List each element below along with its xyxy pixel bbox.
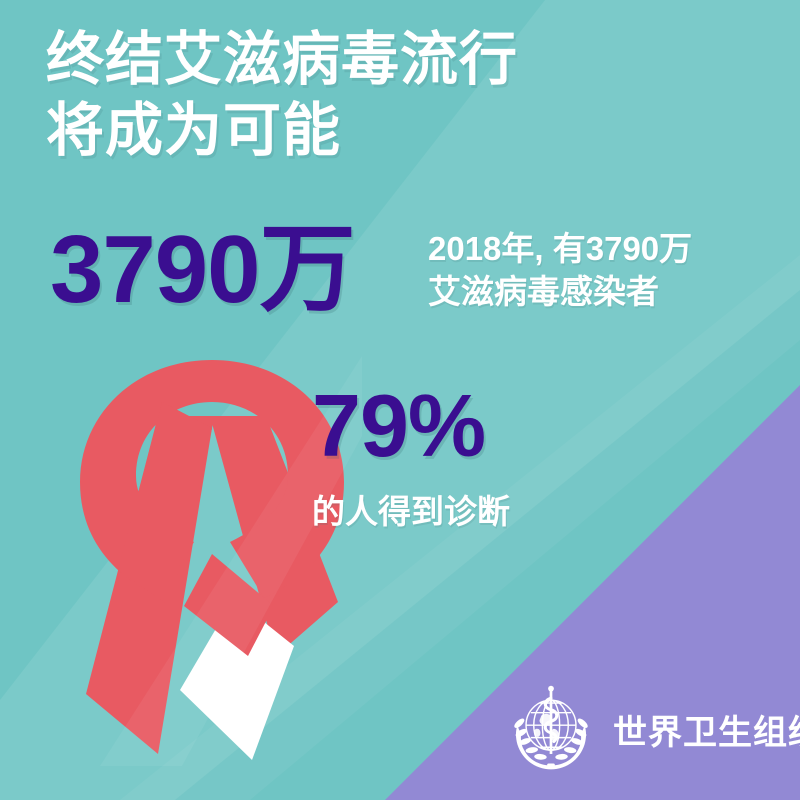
- headline-line-1: 终结艾滋病毒流行: [46, 27, 519, 92]
- aids-ribbon-icon: [62, 356, 362, 766]
- stat1-caption-line-1: 2018年, 有3790万: [428, 230, 693, 267]
- stat-caption-share-diagnosed: 的人得到诊断: [312, 493, 510, 530]
- stat-caption-people-living-with-hiv: 2018年, 有3790万 艾滋病毒感染者: [428, 228, 758, 314]
- stat1-caption-line-2: 艾滋病毒感染者: [428, 272, 659, 310]
- who-emblem-icon: [503, 681, 599, 777]
- organization-name: 世界卫生组织: [613, 713, 800, 752]
- page-title: 终结艾滋病毒流行 将成为可能: [46, 24, 666, 167]
- who-branding: 世界卫生组织: [503, 681, 800, 777]
- stat-value-share-diagnosed: 79%: [312, 376, 486, 475]
- headline-line-2: 将成为可能: [46, 98, 342, 164]
- stat-value-people-living-with-hiv: 3790万: [50, 216, 356, 323]
